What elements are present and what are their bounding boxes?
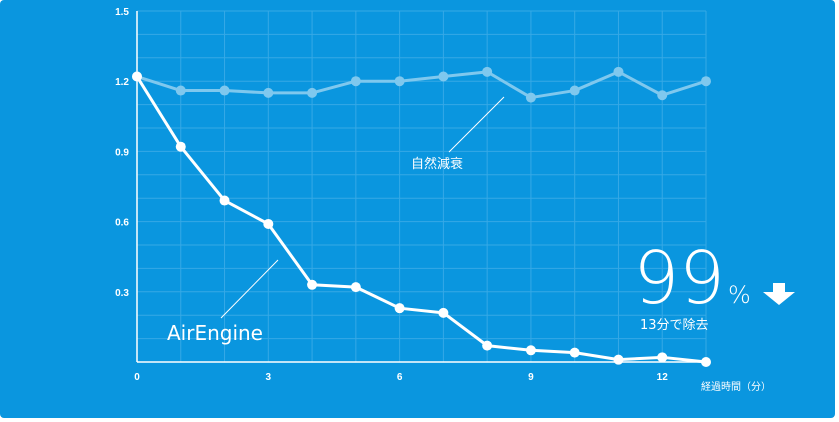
airengine-point bbox=[657, 352, 668, 363]
natural-decay-point bbox=[438, 71, 449, 82]
reduction-value: 99 bbox=[633, 236, 725, 320]
natural-label-leader bbox=[448, 96, 505, 153]
natural-decay-point bbox=[657, 90, 668, 101]
airengine-point bbox=[482, 340, 493, 351]
x-tick-label: 3 bbox=[266, 372, 272, 383]
series-label-natural: 自然減衰 bbox=[411, 156, 463, 172]
airengine-point bbox=[438, 307, 449, 318]
natural-decay-point bbox=[701, 76, 711, 87]
airengine-point bbox=[701, 357, 711, 367]
series-label-airengine: AirEngine bbox=[167, 321, 263, 345]
natural-decay-point bbox=[613, 66, 624, 77]
natural-decay-point bbox=[394, 76, 405, 87]
reduction-unit: % bbox=[728, 281, 751, 309]
down-arrow-icon bbox=[763, 283, 795, 305]
y-tick-label: 1.2 bbox=[115, 77, 129, 88]
reduction-caption: 13分で除去 bbox=[640, 318, 709, 333]
natural-decay-point bbox=[482, 66, 493, 77]
y-tick-label: 0.6 bbox=[115, 218, 129, 229]
y-tick-label: 1.5 bbox=[115, 7, 129, 18]
airengine-point bbox=[569, 347, 580, 358]
airengine-label-leader bbox=[220, 259, 279, 319]
natural-decay-point bbox=[175, 85, 186, 96]
x-axis-label: 経過時間（分） bbox=[701, 380, 771, 393]
x-tick-label: 9 bbox=[528, 372, 534, 383]
airengine-point bbox=[307, 279, 318, 290]
airengine-point bbox=[175, 141, 186, 152]
airengine-line bbox=[135, 75, 708, 364]
x-tick-label: 0 bbox=[134, 372, 140, 383]
natural-decay-line bbox=[135, 70, 708, 100]
natural-decay-point bbox=[525, 92, 536, 103]
y-tick-label: 0.9 bbox=[115, 147, 129, 158]
airengine-point bbox=[613, 354, 624, 365]
natural-decay-point bbox=[219, 85, 230, 96]
airengine-point bbox=[219, 195, 230, 206]
x-tick-label: 6 bbox=[397, 372, 403, 383]
natural-decay-point bbox=[350, 76, 361, 87]
natural-decay-point bbox=[569, 85, 580, 96]
natural-decay-point bbox=[307, 87, 318, 98]
airengine-point bbox=[350, 282, 361, 293]
airengine-point bbox=[394, 303, 405, 314]
x-tick-label: 12 bbox=[657, 372, 669, 383]
airengine-point bbox=[525, 345, 536, 356]
natural-decay-point bbox=[263, 87, 274, 98]
airengine-point bbox=[263, 218, 274, 229]
airengine-point bbox=[132, 71, 142, 82]
y-tick-label: 0.3 bbox=[115, 288, 129, 299]
